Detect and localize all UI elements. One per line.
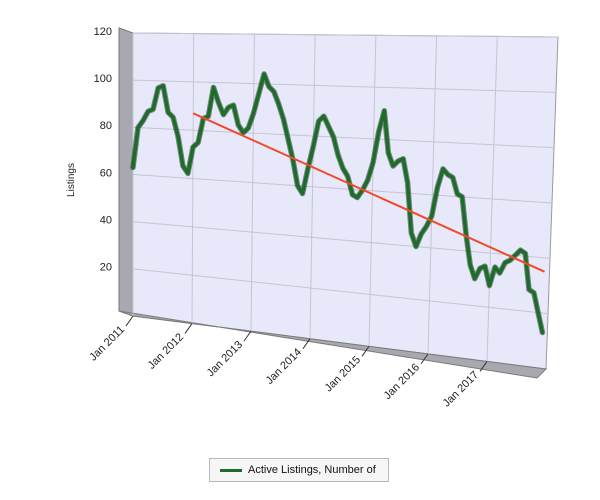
legend-label: Active Listings, Number of <box>248 464 376 476</box>
x-gridline <box>191 33 195 324</box>
series-line-active-listings <box>131 72 545 335</box>
x-tick-mark <box>243 330 252 342</box>
y-gridline <box>132 79 557 93</box>
x-tick-label: Jan 2017 <box>441 369 481 409</box>
grid <box>132 32 559 362</box>
x-gridline <box>368 35 377 347</box>
y-tick-label: 40 <box>100 215 112 227</box>
y-gridline <box>132 174 553 204</box>
y-gridline <box>132 268 549 315</box>
y-tick-label: 120 <box>94 26 112 38</box>
y-tick-label: 80 <box>100 120 112 132</box>
series-lines <box>130 71 546 336</box>
legend-swatch <box>220 468 242 472</box>
x-tick-label: Jan 2015 <box>323 354 363 394</box>
legend: Active Listings, Number of <box>209 458 389 482</box>
y-tick-label: 20 <box>100 262 112 274</box>
y-gridline <box>132 221 551 259</box>
y-tick-label: 100 <box>94 73 112 85</box>
x-gridline <box>427 35 438 354</box>
x-tick-mark <box>184 323 193 334</box>
x-tick-label: Jan 2013 <box>205 339 245 379</box>
x-gridline <box>250 34 255 332</box>
plot-left-wall <box>118 27 134 317</box>
x-gridline <box>486 36 498 362</box>
x-tick-mark <box>361 345 370 357</box>
y-tick-label: 60 <box>100 167 112 179</box>
y-axis-title: Listings <box>66 163 77 197</box>
x-gridline <box>309 34 316 339</box>
x-tick-label: Jan 2016 <box>382 361 422 401</box>
x-tick-mark <box>420 353 429 365</box>
x-tick-mark <box>479 361 488 372</box>
x-tick-label: Jan 2011 <box>87 324 127 364</box>
x-tick-label: Jan 2014 <box>264 346 304 386</box>
y-gridline <box>132 32 559 38</box>
x-tick-mark <box>125 315 134 327</box>
x-tick-mark <box>302 338 311 350</box>
plot-back-wall <box>132 32 559 370</box>
plot-floor <box>118 310 548 379</box>
trend-line <box>192 112 545 273</box>
x-tick-label: Jan 2012 <box>146 331 186 371</box>
